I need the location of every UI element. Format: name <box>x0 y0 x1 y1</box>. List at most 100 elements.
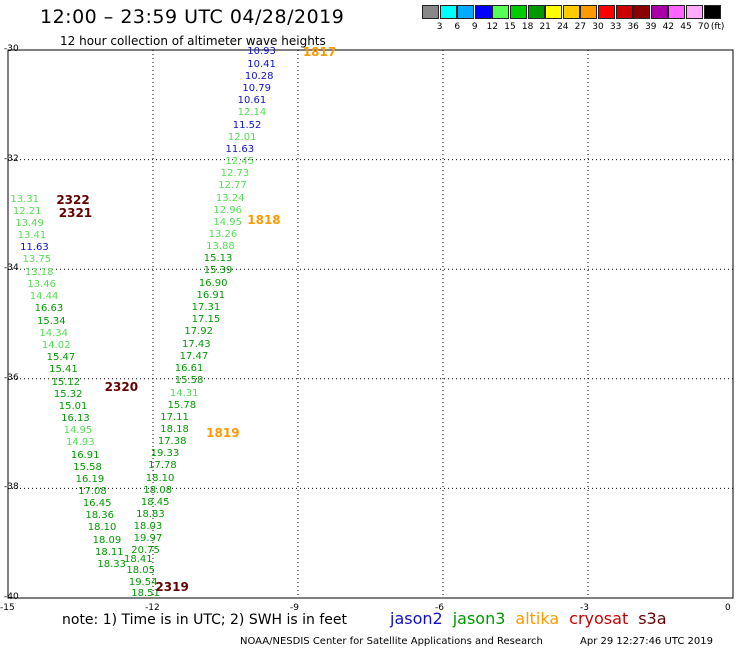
wave-height-value: 10.61 <box>237 94 267 106</box>
wave-height-value: 14.31 <box>169 387 199 399</box>
wave-height-value: 15.78 <box>167 399 197 411</box>
wave-height-value: 14.95 <box>63 425 93 437</box>
latitude-label: -34 <box>4 263 19 274</box>
wave-height-value: 16.91 <box>70 449 100 461</box>
colorbar-swatch <box>457 5 475 19</box>
colorbar-swatch <box>492 5 510 19</box>
wave-height-value: 14.02 <box>41 339 71 351</box>
wave-height-value: 19.97 <box>133 533 163 545</box>
satellite-legend-jason2: jason2 <box>390 609 443 628</box>
wave-height-value: 18.51 <box>131 588 160 600</box>
latitude-label: -36 <box>4 372 19 383</box>
wave-height-value: 12.96 <box>213 204 243 216</box>
pass-time-label: 1819 <box>206 425 240 440</box>
colorbar-swatch <box>545 5 563 19</box>
wave-height-value: 18.10 <box>145 472 175 484</box>
colorbar-label: 30 <box>592 22 604 32</box>
latitude-label: -32 <box>4 153 19 164</box>
wave-height-value: 13.24 <box>215 192 245 204</box>
colorbar-label: 39 <box>645 22 657 32</box>
map-frame <box>7 49 734 599</box>
wave-height-value: 15.12 <box>51 376 81 388</box>
satellite-legend-cryosat: cryosat <box>569 609 629 628</box>
note-text: note: 1) Time is in UTC; 2) SWH is in fe… <box>62 612 348 628</box>
longitude-label: -12 <box>145 603 160 613</box>
colorbar-unit: (ft) <box>710 22 725 32</box>
wave-height-value: 20.75 <box>131 545 160 557</box>
wave-height-value: 13.88 <box>206 241 235 253</box>
wave-height-value: 14.44 <box>29 291 59 303</box>
wave-height-value: 15.41 <box>49 364 78 376</box>
wave-height-value: 15.13 <box>203 253 233 265</box>
wave-height-value: 18.08 <box>143 484 172 496</box>
colorbar-label: 36 <box>627 22 639 32</box>
wave-height-value: 11.63 <box>20 242 49 254</box>
wave-height-value: 10.93 <box>247 46 276 58</box>
wave-height-value: 14.34 <box>39 327 69 339</box>
pass-time-label: 1817 <box>302 45 337 60</box>
colorbar-label: 15 <box>504 22 516 32</box>
wave-height-value: 10.41 <box>247 58 276 70</box>
wave-height-value: 18.83 <box>136 509 165 521</box>
wave-height-value: 16.91 <box>196 290 226 302</box>
longitude-label: -6 <box>435 603 444 613</box>
wave-height-value: 10.28 <box>244 70 274 82</box>
colorbar-swatch <box>633 5 651 19</box>
wave-height-value: 18.41 <box>124 553 153 565</box>
colorbar-swatch <box>527 5 545 19</box>
colorbar-label: 27 <box>574 22 587 32</box>
wave-height-value: 17.43 <box>182 338 211 350</box>
colorbar-label: 6 <box>454 22 461 32</box>
colorbar-swatch <box>474 5 492 19</box>
latitude-label: -40 <box>4 592 19 602</box>
longitude-label: -15 <box>0 603 15 613</box>
satellite-legend: jason2 jason3 altika cryosat s3a <box>390 609 677 628</box>
colorbar-label: 12 <box>486 22 499 32</box>
wave-height-value: 16.63 <box>34 303 64 315</box>
wave-height-value: 12.21 <box>12 206 42 218</box>
colorbar-label: 33 <box>609 22 622 32</box>
pass-time-label: 2322 <box>56 192 90 207</box>
wave-height-value: 17.08 <box>78 486 107 498</box>
colorbar-label: 24 <box>557 22 569 32</box>
wave-height-value: 17.78 <box>148 460 177 472</box>
wave-height-value: 17.92 <box>184 326 214 338</box>
wave-height-value: 18.11 <box>95 547 124 559</box>
wave-height-value: 18.33 <box>97 559 127 571</box>
wave-height-value: 17.38 <box>157 435 187 447</box>
wave-height-value: 16.19 <box>75 473 105 485</box>
colorbar-swatch <box>668 5 686 19</box>
wave-height-value: 15.58 <box>73 461 102 473</box>
wave-height-value: 13.31 <box>10 193 40 205</box>
wave-height-value: 14.95 <box>213 216 243 228</box>
satellite-legend-jason3: jason3 <box>452 609 506 628</box>
map-subtitle: 12 hour collection of altimeter wave hei… <box>60 34 326 48</box>
wave-height-value: 15.01 <box>58 400 88 412</box>
colorbar-swatch <box>580 5 598 19</box>
wave-height-value: 18.10 <box>87 522 117 534</box>
wave-height-value: 15.39 <box>203 265 233 277</box>
colorbar-swatch <box>703 5 721 19</box>
wave-height-value: 18.45 <box>140 497 170 509</box>
wave-height-value: 15.47 <box>46 351 76 363</box>
longitude-label: -3 <box>580 603 589 613</box>
wave-height-value: 11.52 <box>232 119 262 131</box>
wave-height-value: 15.58 <box>174 374 204 386</box>
colorbar-swatch <box>598 5 615 19</box>
colorbar-swatch <box>615 5 633 19</box>
wave-height-value: 18.09 <box>92 535 122 546</box>
wave-height-value: 12.73 <box>220 168 250 180</box>
wave-height-value: 16.61 <box>174 362 204 374</box>
colorbar-swatch <box>510 5 527 19</box>
wave-height-value: 17.11 <box>160 411 189 423</box>
wave-height-value: 17.31 <box>191 302 221 314</box>
wave-height-value: 18.36 <box>85 510 114 522</box>
wave-height-value: 19.54 <box>128 576 158 588</box>
colorbar-label: 70 <box>697 22 710 32</box>
colorbar-swatch <box>422 5 439 19</box>
wave-height-value: 13.75 <box>22 254 52 266</box>
wave-height-value: 14.93 <box>66 437 95 449</box>
satellite-legend-altika: altika <box>515 609 560 628</box>
